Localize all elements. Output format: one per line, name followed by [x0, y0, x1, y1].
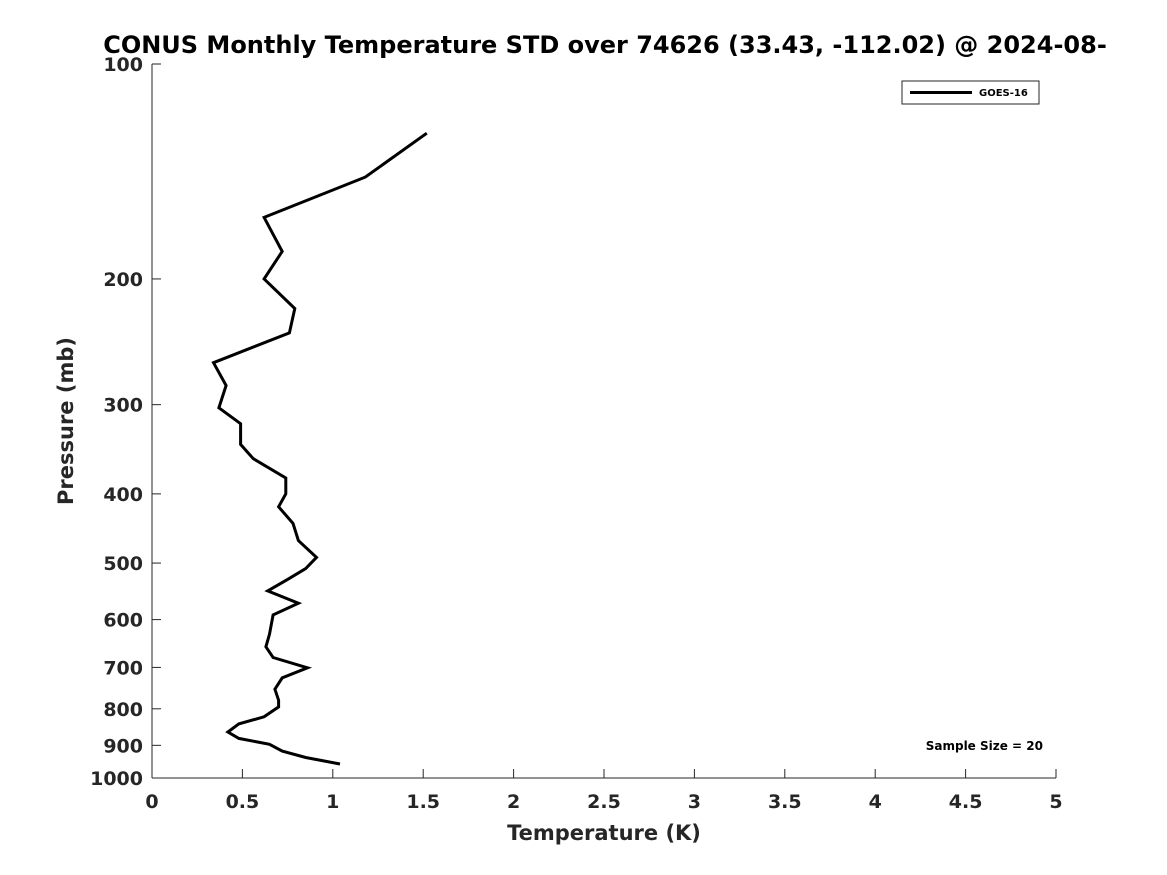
y-tick-label: 300: [103, 395, 143, 417]
x-tick-label: 0.5: [226, 791, 260, 813]
legend-label-goes-16: GOES-16: [979, 88, 1028, 99]
x-tick-label: 0: [145, 791, 158, 813]
x-tick-label: 2.5: [587, 791, 621, 813]
x-tick-label: 2: [507, 791, 520, 813]
x-tick-label: 3.5: [768, 791, 802, 813]
x-tick-label: 3: [688, 791, 701, 813]
y-tick-label: 1000: [90, 768, 143, 790]
x-tick-label: 4.5: [949, 791, 983, 813]
x-ticks: 0 0.5 1 1.5 2 2.5 3 3.5 4 4.5 5: [145, 769, 1063, 813]
chart-title: CONUS Monthly Temperature STD over 74626…: [103, 31, 1107, 59]
y-tick-label: 500: [103, 553, 143, 575]
y-tick-label: 600: [103, 610, 143, 632]
x-tick-label: 4: [869, 791, 882, 813]
x-axis-label: Temperature (K): [507, 821, 701, 845]
sample-size-annotation: Sample Size = 20: [926, 739, 1043, 753]
y-ticks: 100 200 300 400 500 600 700 800 900 1000: [90, 54, 161, 790]
x-tick-label: 1: [326, 791, 339, 813]
y-tick-label: 400: [103, 484, 143, 506]
x-tick-label: 1.5: [406, 791, 440, 813]
series-line-goes-16: [211, 131, 428, 766]
y-tick-label: 700: [103, 657, 143, 679]
y-axis-label: Pressure (mb): [54, 337, 78, 505]
x-tick-label: 5: [1049, 791, 1062, 813]
y-tick-label: 800: [103, 699, 143, 721]
legend: GOES-16: [901, 80, 1040, 105]
y-tick-label: 900: [103, 735, 143, 757]
y-tick-label: 200: [103, 269, 143, 291]
series-layer: [211, 131, 428, 766]
y-tick-label: 100: [103, 54, 143, 76]
